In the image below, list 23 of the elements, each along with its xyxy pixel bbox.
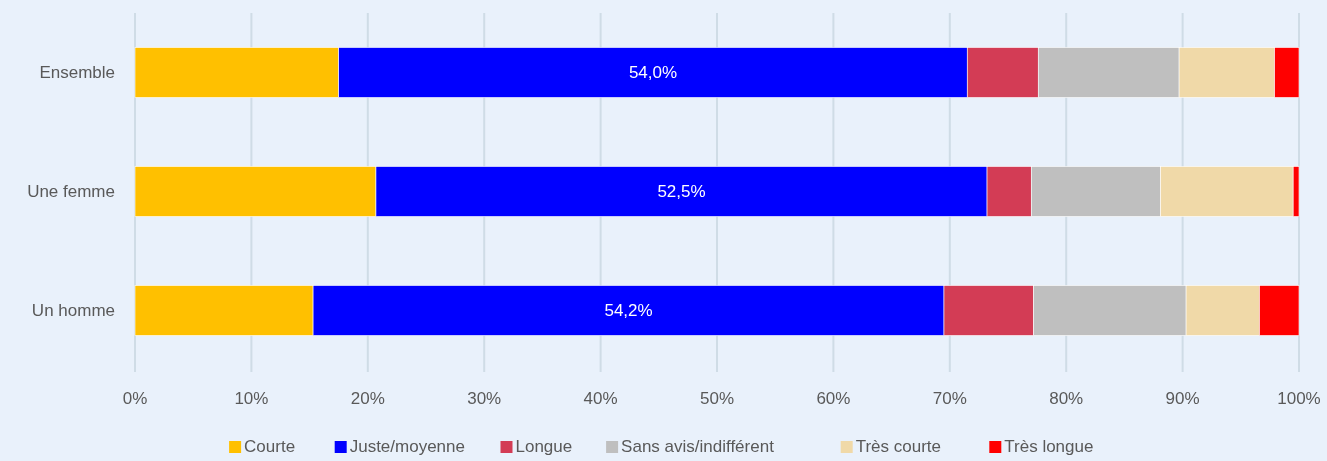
legend-label: Juste/moyenne xyxy=(349,437,465,456)
x-tick-label: 70% xyxy=(932,389,967,408)
x-tick-label: 20% xyxy=(350,389,385,408)
legend-label: Sans avis/indifférent xyxy=(621,437,775,456)
legend-label: Très courte xyxy=(855,437,942,456)
data-label: 54,0% xyxy=(628,63,678,83)
x-tick-label: 90% xyxy=(1165,389,1200,408)
x-tick-label: 100% xyxy=(1277,389,1321,408)
y-tick-label: Une femme xyxy=(27,182,115,202)
y-tick-label: Ensemble xyxy=(39,63,115,83)
legend-label: Courte xyxy=(244,437,296,456)
x-tick-label: 50% xyxy=(699,389,735,408)
x-tick-label: 10% xyxy=(234,389,269,408)
legend-label: Longue xyxy=(515,437,573,456)
x-tick-label: 80% xyxy=(1049,389,1084,408)
y-tick-label: Un homme xyxy=(31,301,115,321)
data-label: 54,2% xyxy=(604,301,653,321)
x-tick-label: 60% xyxy=(816,389,851,408)
legend-label: Très longue xyxy=(1004,437,1094,456)
x-tick-label: 0% xyxy=(122,389,148,408)
x-tick-label: 30% xyxy=(467,389,502,408)
x-tick-label: 40% xyxy=(583,389,618,408)
data-label: 52,5% xyxy=(657,182,706,202)
